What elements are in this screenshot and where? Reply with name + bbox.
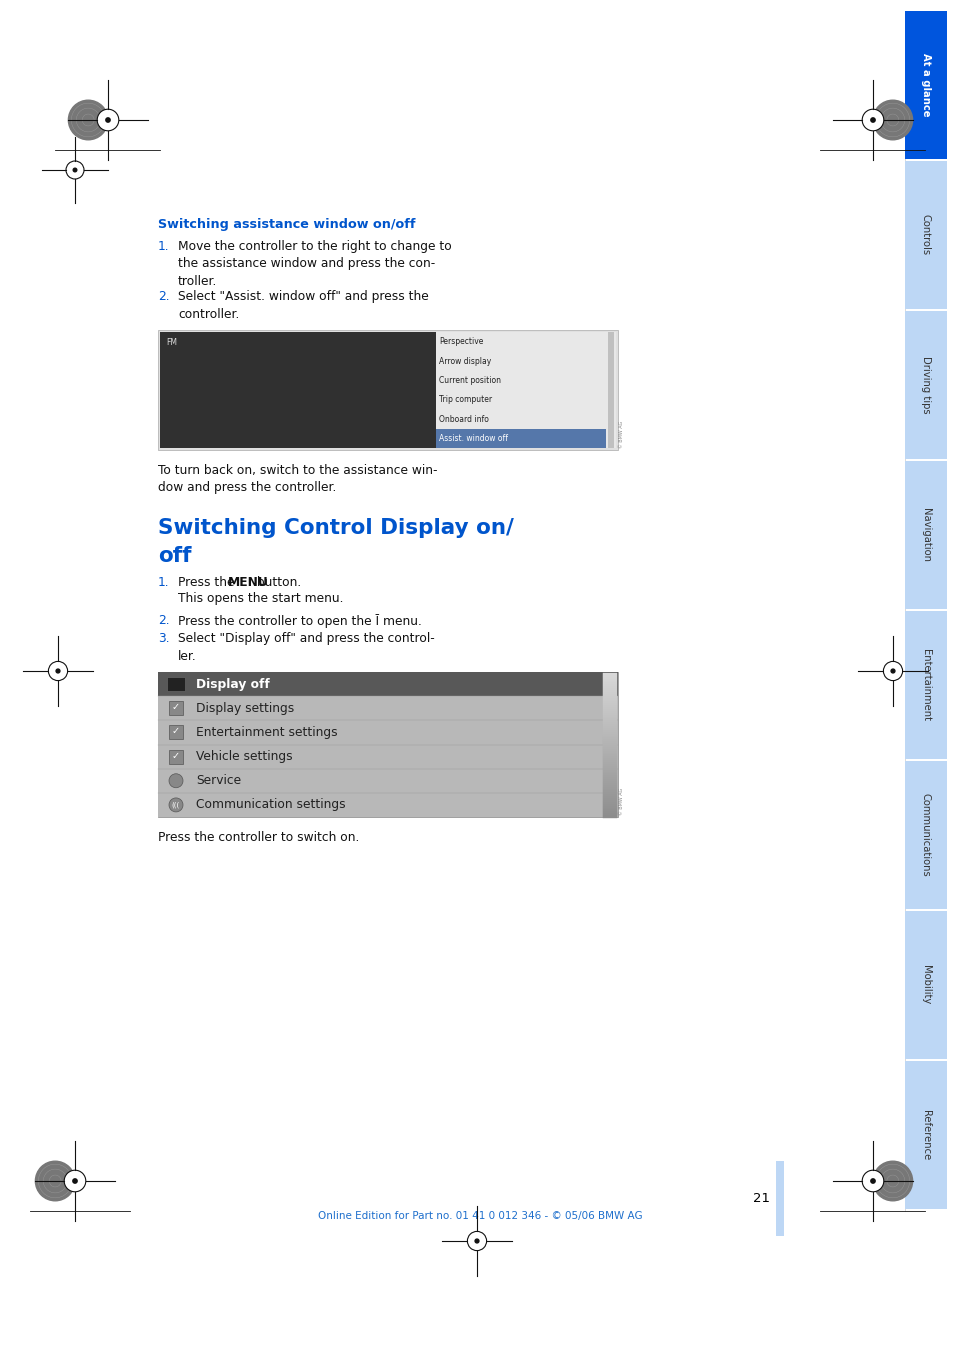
Text: Display settings: Display settings	[195, 701, 294, 715]
Bar	[904, 311, 946, 459]
Text: off: off	[158, 546, 192, 566]
Circle shape	[882, 662, 902, 681]
Text: 21: 21	[752, 1192, 769, 1205]
Text: Communications: Communications	[920, 793, 930, 877]
Bar	[775, 1161, 783, 1236]
Circle shape	[862, 1170, 882, 1192]
Circle shape	[475, 1239, 478, 1243]
Text: Assist. window off: Assist. window off	[438, 434, 507, 443]
Text: To turn back on, switch to the assistance win-
dow and press the controller.: To turn back on, switch to the assistanc…	[158, 463, 437, 494]
Bar	[904, 761, 946, 909]
Text: 2.: 2.	[158, 613, 170, 627]
Circle shape	[872, 100, 912, 139]
Text: Switching assistance window on/off: Switching assistance window on/off	[158, 218, 416, 231]
Circle shape	[97, 109, 119, 131]
Text: Online Edition for Part no. 01 41 0 012 346 - © 05/06 BMW AG: Online Edition for Part no. 01 41 0 012 …	[317, 1210, 641, 1221]
Bar	[158, 793, 618, 817]
Bar	[160, 332, 436, 449]
Text: Communication settings: Communication settings	[195, 798, 345, 812]
Text: Service: Service	[195, 774, 241, 788]
Text: ✓: ✓	[172, 703, 180, 712]
Bar	[158, 671, 618, 817]
Circle shape	[169, 798, 183, 812]
Text: Press the controller to switch on.: Press the controller to switch on.	[158, 831, 359, 844]
Circle shape	[870, 118, 874, 122]
Bar	[169, 750, 183, 763]
Text: Navigation: Navigation	[920, 508, 930, 562]
Circle shape	[890, 669, 894, 673]
Text: © BMW AG: © BMW AG	[618, 788, 623, 815]
Text: © BMW AG: © BMW AG	[618, 420, 623, 449]
Text: 3.: 3.	[158, 632, 170, 644]
Text: button.: button.	[253, 576, 301, 589]
Text: Driving tips: Driving tips	[920, 357, 930, 413]
Text: (((: (((	[172, 801, 180, 808]
Bar	[904, 11, 946, 159]
Circle shape	[72, 1179, 77, 1183]
Text: Arrow display: Arrow display	[438, 357, 491, 366]
Text: MENU: MENU	[228, 576, 269, 589]
Text: 1.: 1.	[158, 240, 170, 253]
Text: Press the controller to open the Ī menu.: Press the controller to open the Ī menu.	[178, 613, 421, 628]
Text: 1.: 1.	[158, 576, 170, 589]
Text: Reference: Reference	[920, 1111, 930, 1161]
Bar	[904, 611, 946, 759]
Bar	[158, 671, 618, 696]
Text: Switching Control Display on/: Switching Control Display on/	[158, 517, 514, 538]
Bar	[169, 701, 183, 715]
Text: Current position: Current position	[438, 376, 500, 385]
Text: At a glance: At a glance	[920, 53, 930, 116]
Bar	[436, 332, 616, 449]
Circle shape	[870, 1179, 874, 1183]
Circle shape	[56, 669, 60, 673]
Text: Move the controller to the right to change to
the assistance window and press th: Move the controller to the right to chan…	[178, 240, 452, 288]
Bar	[158, 696, 618, 720]
Text: Entertainment: Entertainment	[920, 648, 930, 721]
Circle shape	[106, 118, 110, 122]
Text: Vehicle settings: Vehicle settings	[195, 750, 293, 763]
Text: Onboard info: Onboard info	[438, 415, 488, 423]
Text: Select "Display off" and press the control-
ler.: Select "Display off" and press the contr…	[178, 632, 435, 662]
Bar	[904, 911, 946, 1059]
Bar	[158, 330, 618, 450]
Bar	[904, 1061, 946, 1209]
Circle shape	[169, 774, 183, 788]
Text: Controls: Controls	[920, 215, 930, 255]
Text: Display off: Display off	[195, 678, 270, 690]
Text: Entertainment settings: Entertainment settings	[195, 725, 337, 739]
Circle shape	[467, 1231, 486, 1251]
Circle shape	[73, 169, 77, 172]
Text: Press the: Press the	[178, 576, 238, 589]
Bar	[169, 725, 183, 739]
Text: Mobility: Mobility	[920, 966, 930, 1005]
Bar	[904, 161, 946, 309]
Text: Perspective: Perspective	[438, 338, 483, 346]
Circle shape	[64, 1170, 86, 1192]
Text: Select "Assist. window off" and press the
controller.: Select "Assist. window off" and press th…	[178, 290, 428, 320]
Circle shape	[49, 662, 68, 681]
Circle shape	[35, 1162, 75, 1201]
Text: 2.: 2.	[158, 290, 170, 303]
Bar	[158, 769, 618, 793]
Text: FM: FM	[166, 338, 177, 347]
Circle shape	[69, 100, 108, 139]
Text: ✓: ✓	[172, 727, 180, 736]
Bar	[904, 461, 946, 609]
Bar	[158, 720, 618, 744]
Circle shape	[872, 1162, 912, 1201]
Circle shape	[862, 109, 882, 131]
Bar	[436, 428, 605, 449]
Circle shape	[66, 161, 84, 178]
Bar	[607, 332, 614, 449]
Bar	[167, 677, 185, 692]
Text: This opens the start menu.: This opens the start menu.	[178, 592, 343, 605]
Text: Trip computer: Trip computer	[438, 394, 492, 404]
Bar	[158, 744, 618, 769]
Text: ✓: ✓	[172, 751, 180, 761]
